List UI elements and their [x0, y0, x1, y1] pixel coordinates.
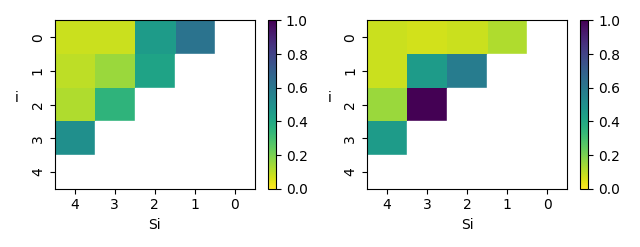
Bar	[135, 155, 175, 189]
Bar	[527, 54, 568, 88]
Bar	[367, 155, 407, 189]
Bar	[487, 88, 527, 122]
Y-axis label: i: i	[328, 91, 332, 105]
Bar	[95, 155, 135, 189]
Bar	[447, 88, 487, 122]
Bar	[95, 122, 135, 155]
Bar	[175, 54, 215, 88]
Bar	[487, 122, 527, 155]
Bar	[215, 21, 255, 54]
Bar	[487, 54, 527, 88]
Bar	[487, 155, 527, 189]
Bar	[527, 88, 568, 122]
Bar	[407, 122, 447, 155]
Bar	[215, 155, 255, 189]
Bar	[527, 155, 568, 189]
Bar	[527, 122, 568, 155]
Bar	[447, 122, 487, 155]
X-axis label: Si: Si	[461, 218, 474, 232]
Y-axis label: i: i	[15, 91, 19, 105]
Bar	[175, 155, 215, 189]
Bar	[527, 21, 568, 54]
Bar	[215, 54, 255, 88]
Bar	[175, 88, 215, 122]
Bar	[175, 122, 215, 155]
Bar	[135, 122, 175, 155]
Bar	[407, 155, 447, 189]
Bar	[447, 155, 487, 189]
Bar	[215, 88, 255, 122]
Bar	[135, 88, 175, 122]
Bar	[54, 155, 95, 189]
X-axis label: Si: Si	[148, 218, 161, 232]
Bar	[215, 122, 255, 155]
